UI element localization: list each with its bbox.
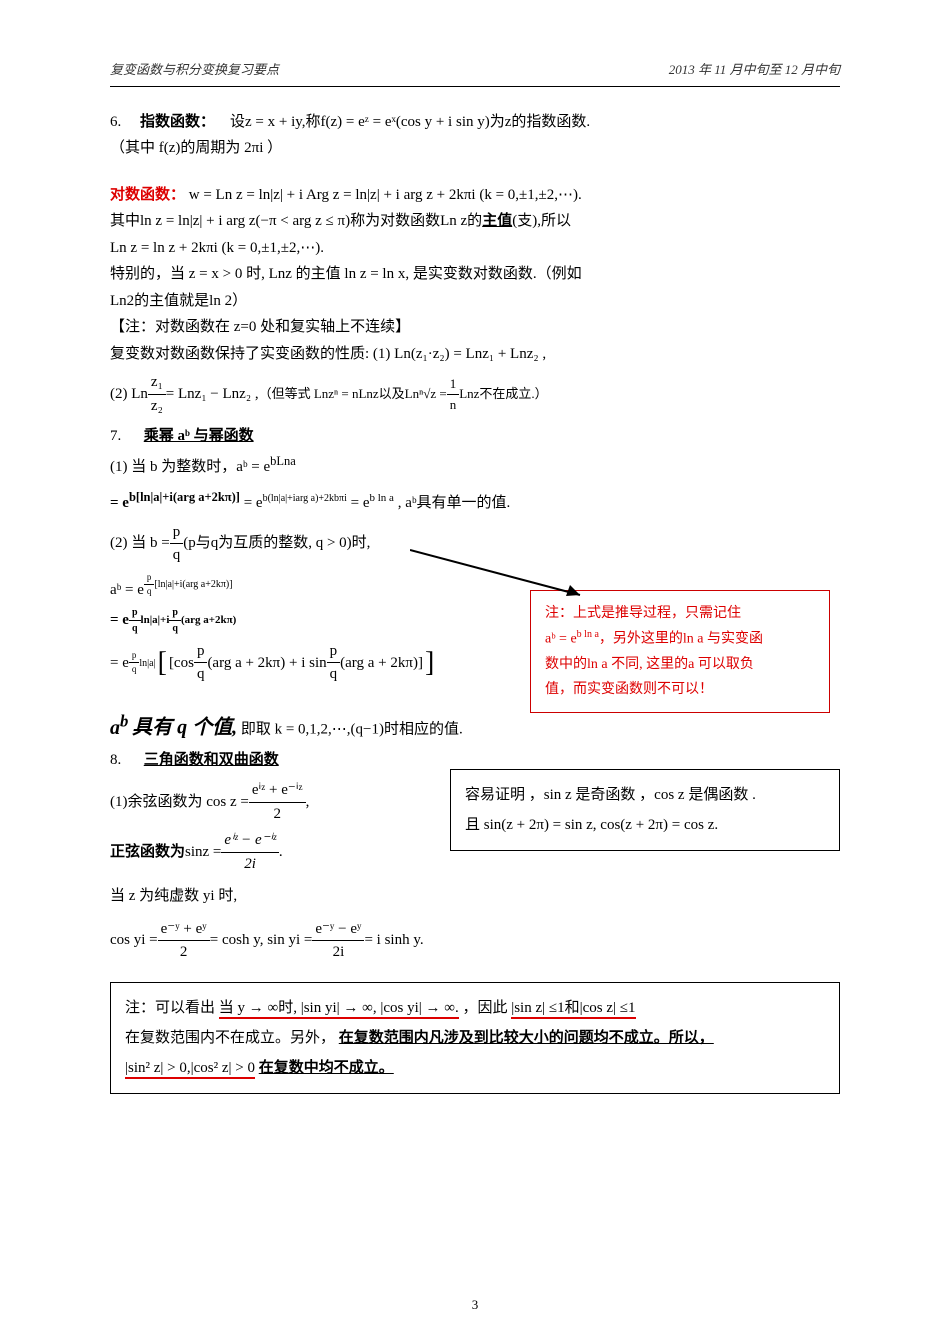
log-line2: 其中ln z = ln|z| + i arg z(−π < arg z ≤ π)… — [110, 210, 840, 233]
frac-sin: eⁱᶻ − e⁻ⁱᶻ2i — [221, 829, 278, 875]
log-l2c: (支),所以 — [512, 213, 571, 229]
s8-l3: 当 z 为纯虚数 yi 时, — [110, 885, 840, 908]
frac-sinhy: e⁻ʸ − eʸ2i — [312, 918, 364, 964]
frac-z1z2: z₁z₂ — [148, 371, 166, 417]
section-6: 6. 指数函数： 设z = x + iy,称f(z) = eᶻ = eˣ(cos… — [110, 111, 840, 134]
s8-l4: cos yi = e⁻ʸ + eʸ2 = cosh y, sin yi = e⁻… — [110, 918, 840, 964]
log-line4: 特别的，当 z = x > 0 时, Lnz 的主值 ln z = ln x, … — [110, 263, 840, 286]
header-right: 2013 年 11 月中旬至 12 月中旬 — [669, 60, 840, 80]
sec6-num: 6. — [110, 114, 121, 130]
frac-pq1: pq — [170, 521, 184, 567]
s8-l2: 正弦函数为 sinz = eⁱᶻ − e⁻ⁱᶻ2i . — [110, 829, 430, 875]
log-l8c: （但等式 Lnzⁿ = nLnz以及Lnⁿ√z = — [259, 384, 447, 404]
sec6-def: 设z = x + iy,称f(z) = eᶻ = eˣ(cos y + i si… — [230, 114, 590, 130]
sidebox-l2: 且 sin(z + 2π) = sin z, cos(z + 2π) = cos… — [465, 810, 825, 840]
log-l8d: Lnz不在成立.） — [459, 384, 547, 404]
log-line7: 复变数对数函数保持了实变函数的性质: (1) Ln(z₁·z₂) = Lnz₁ … — [110, 343, 840, 366]
log-l1: w = Ln z = ln|z| + i Arg z = ln|z| + i a… — [189, 187, 582, 203]
log-line8: (2) Ln z₁z₂ = Lnz₁ − Lnz₂ , （但等式 Lnzⁿ = … — [110, 371, 840, 417]
side-black-box: 容易证明 ，sin z 是奇函数 ，cos z 是偶函数 . 且 sin(z +… — [450, 769, 840, 851]
redbox-l4: 值，而实变函数则不可以！ — [545, 677, 815, 702]
bottom-black-box: 注：可以看出 当 y → ∞时, |sin yi| → ∞, |cos yi| … — [110, 982, 840, 1094]
frac-cos: eⁱᶻ + e⁻ⁱᶻ2 — [249, 779, 306, 825]
log-l2a: 其中ln z = ln|z| + i arg z(−π < arg z ≤ π)… — [110, 213, 482, 229]
frac-coshy: e⁻ʸ + eʸ2 — [158, 918, 210, 964]
log-l2b: 主值 — [482, 213, 512, 229]
s7-l2: = eb[ln|a|+i(arg a+2kπ)] = eb(ln|a|+iarg… — [110, 488, 840, 515]
header-rule — [110, 86, 840, 87]
sec6-note: （其中 f(z)的周期为 2πi ） — [110, 137, 840, 160]
log-line1: 对数函数： w = Ln z = ln|z| + i Arg z = ln|z|… — [110, 184, 840, 207]
log-l8b: = Lnz₁ − Lnz₂ , — [166, 383, 259, 406]
sec7-title: 乘幂 aᵇ 与幂函数 — [144, 428, 254, 444]
bottom-l1: 注：可以看出 当 y → ∞时, |sin yi| → ∞, |cos yi| … — [125, 993, 825, 1023]
page-header: 复变函数与积分变换复习要点 2013 年 11 月中旬至 12 月中旬 — [110, 60, 840, 80]
frac-pq4: pq — [194, 640, 208, 686]
s7-l1: (1) 当 b 为整数时，aᵇ = ebLna — [110, 452, 840, 479]
header-left: 复变函数与积分变换复习要点 — [110, 60, 279, 80]
sidebox-l1: 容易证明 ，sin z 是奇函数 ，cos z 是偶函数 . — [465, 780, 825, 810]
bottom-l3: |sin² z| > 0,|cos² z| > 0 在复数中均不成立。 — [125, 1053, 825, 1083]
sec8-title: 三角函数和双曲函数 — [144, 752, 279, 768]
redbox-l2: aᵇ = eb ln a，另外这里的ln a 与实变函 — [545, 626, 815, 652]
frac-1n: 1n — [447, 374, 460, 414]
s8-l1: (1)余弦函数为 cos z = eⁱᶻ + e⁻ⁱᶻ2 , — [110, 779, 430, 825]
log-line6: 【注：对数函数在 z=0 处和复实轴上不连续】 — [110, 316, 840, 339]
frac-pq5: pq — [327, 640, 341, 686]
bottom-l2: 在复数范围内不在成立。另外， 在复数范围内凡涉及到比较大小的问题均不成立。所以， — [125, 1023, 825, 1053]
log-title: 对数函数： — [110, 187, 185, 203]
sec8-num: 8. — [110, 752, 121, 768]
log-line3: Ln z = ln z + 2kπi (k = 0,±1,±2,⋯). — [110, 237, 840, 260]
log-line5: Ln2的主值就是ln 2） — [110, 290, 840, 313]
s7-l3: (2) 当 b = pq (p与q为互质的整数, q > 0)时, — [110, 521, 840, 567]
sec6-title: 指数函数： — [140, 114, 215, 130]
redbox-l1: 注：上式是推导过程，只需记住 — [545, 601, 815, 626]
page-number: 3 — [472, 1295, 479, 1315]
log-l8a: (2) Ln — [110, 383, 148, 406]
redbox-l3: 数中的ln a 不同, 这里的a 可以取负 — [545, 652, 815, 677]
sec7-num: 7. — [110, 428, 121, 444]
section-8: 8. 三角函数和双曲函数 — [110, 749, 840, 772]
section-7: 7. 乘幂 aᵇ 与幂函数 — [110, 425, 840, 448]
red-note-box: 注：上式是推导过程，只需记住 aᵇ = eb ln a，另外这里的ln a 与实… — [530, 590, 830, 713]
